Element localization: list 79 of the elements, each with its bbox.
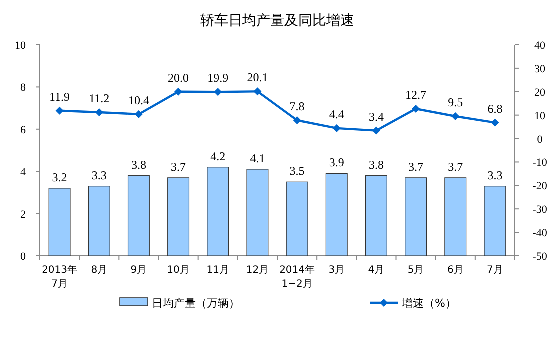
x-tick-label: 8月 [91, 265, 108, 276]
point [293, 116, 302, 124]
data-label: 3.7 [171, 160, 186, 174]
bar [484, 186, 506, 256]
point [56, 106, 64, 115]
data-label: 6.8 [488, 102, 503, 116]
bar [88, 186, 110, 256]
y2-tick-label: -20 [532, 180, 548, 193]
data-label: 11.2 [89, 92, 110, 106]
x-tick-label: 5月 [408, 265, 424, 276]
bar [207, 167, 230, 256]
point [491, 118, 500, 127]
y-tick-label: 0 [20, 251, 26, 263]
y2-tick-label: 40 [534, 40, 546, 52]
y2-tick-label: 30 [534, 63, 546, 76]
point [174, 88, 183, 96]
x-tick-label: 10月 [167, 265, 190, 276]
point [214, 88, 222, 96]
data-label: 3.8 [368, 158, 384, 172]
y-tick-label: 2 [20, 208, 26, 221]
x-tick-label: 9月 [130, 265, 148, 276]
data-label: 3.3 [92, 168, 107, 182]
y2-tick-label: -50 [532, 251, 548, 263]
bar [128, 176, 150, 256]
bar [286, 182, 308, 256]
point [134, 110, 143, 118]
data-label: 4.1 [250, 151, 266, 166]
data-label: 3.4 [368, 110, 384, 124]
y-tick-label: 4 [20, 166, 26, 179]
legend-label: 增速（%） [401, 297, 456, 310]
x-tick-label: 7月 [487, 265, 504, 276]
data-label: 4.4 [329, 107, 344, 122]
data-label: 3.5 [290, 164, 305, 178]
data-label: 11.9 [50, 90, 70, 104]
x-tick-label: 12月 [246, 265, 270, 276]
x-tick-label: 2014年 1−2月 [280, 264, 316, 290]
x-tick-label: 11月 [206, 265, 230, 276]
bar [405, 178, 428, 256]
x-tick-label: 2013年 7月 [42, 264, 78, 290]
data-label: 10.4 [128, 93, 150, 108]
y-tick-label: 10 [15, 40, 26, 52]
point [254, 88, 262, 96]
data-label: 20.0 [168, 70, 190, 85]
y-tick-label: 8 [20, 82, 26, 94]
bar [168, 178, 190, 256]
y2-tick-label: 10 [534, 110, 546, 122]
data-label: 19.9 [208, 71, 229, 86]
data-label: 9.5 [448, 96, 464, 110]
y2-tick-label: -10 [532, 157, 548, 170]
data-label: 3.3 [488, 168, 503, 182]
bar [365, 176, 388, 256]
data-label: 20.1 [247, 70, 268, 85]
data-label: 3.8 [131, 158, 146, 172]
bar [246, 169, 269, 256]
y2-tick-label: 20 [534, 86, 546, 99]
y2-tick-label: 0 [537, 134, 544, 146]
y-tick-label: 6 [20, 124, 26, 136]
point [332, 124, 341, 132]
data-label: 4.2 [210, 149, 226, 164]
point [372, 126, 380, 135]
bar [326, 173, 348, 256]
bar [444, 178, 467, 256]
y2-tick-label: -40 [532, 228, 548, 240]
x-tick-label: 4月 [368, 265, 385, 276]
data-label: 3.7 [448, 160, 464, 174]
point [95, 108, 104, 117]
data-label: 12.7 [406, 88, 427, 102]
y2-tick-label: -30 [532, 204, 548, 216]
point [412, 105, 420, 114]
x-tick-label: 6月 [447, 265, 464, 276]
bar [48, 188, 71, 256]
data-label: 3.7 [408, 160, 424, 174]
data-label: 3.9 [329, 156, 344, 170]
x-tick-label: 3月 [328, 265, 346, 276]
data-label: 3.2 [52, 170, 68, 184]
chart-title: 轿车日均产量及同比增速 [200, 13, 354, 29]
data-label: 7.8 [290, 99, 305, 114]
legend-label: 日均产量（万辆） [152, 297, 240, 310]
point [452, 112, 460, 121]
